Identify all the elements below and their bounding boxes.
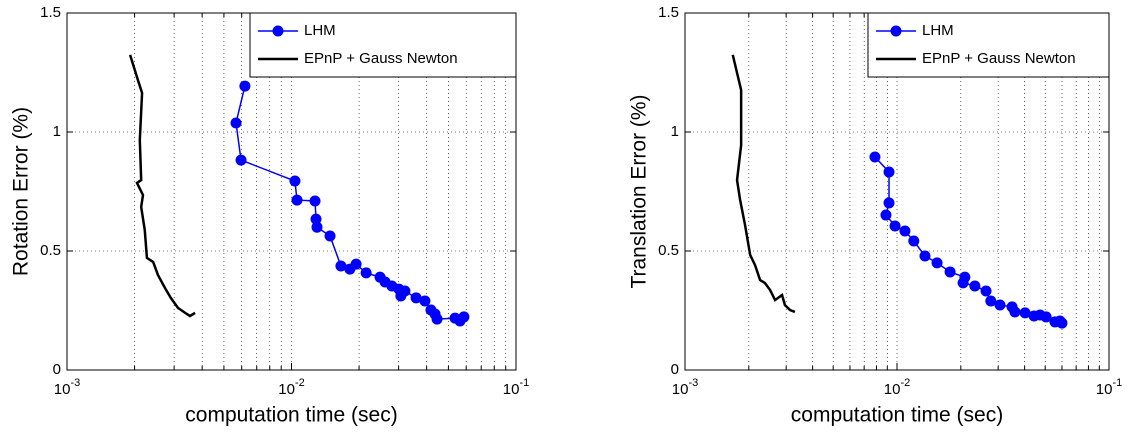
marker	[994, 299, 1006, 311]
marker	[957, 277, 969, 289]
marker	[458, 311, 470, 323]
marker	[931, 257, 943, 269]
series-line	[731, 54, 796, 314]
x-tick-label: 10-3	[54, 377, 80, 398]
marker	[908, 235, 920, 247]
marker	[419, 295, 431, 307]
y-tick-label: 0.5	[658, 242, 679, 259]
marker	[289, 175, 301, 187]
x-tick-label: 10-3	[672, 377, 698, 398]
x-tick-label: 10-1	[1096, 377, 1122, 398]
legend-label: LHM	[922, 22, 954, 39]
marker	[291, 194, 303, 206]
x-tick-label: 10-2	[884, 377, 910, 398]
marker	[310, 213, 322, 225]
legend-label: LHM	[304, 22, 336, 39]
marker	[410, 292, 422, 304]
series-line	[128, 54, 196, 318]
marker	[399, 285, 411, 297]
legend-label: EPnP + Gauss Newton	[922, 50, 1076, 67]
y-axis-label: Rotation Error (%)	[10, 107, 33, 276]
marker	[899, 225, 911, 237]
x-tick-label: 10-1	[503, 377, 529, 398]
marker	[350, 258, 362, 270]
legend-box	[867, 12, 1110, 78]
y-tick-label: 0.5	[40, 242, 61, 259]
marker	[1056, 317, 1068, 329]
plot: 0 0.5 1 1.5 10-3 10-2 10-1 computation time (se…	[10, 4, 530, 427]
y-tick-label: 1.5	[40, 4, 61, 21]
plot: 0 0.5 1 1.5 10-3 10-2 10-1 computation time (se…	[628, 4, 1123, 427]
marker	[969, 280, 981, 292]
marker	[235, 154, 247, 166]
y-tick-label: 0	[671, 361, 679, 378]
marker	[1040, 311, 1052, 323]
legend-label: EPnP + Gauss Newton	[304, 50, 458, 67]
marker	[230, 117, 242, 129]
y-tick-label: 1.5	[658, 4, 679, 21]
marker	[239, 80, 251, 92]
y-tick-label: 1	[53, 123, 61, 140]
x-axis-label: computation time (sec)	[185, 404, 397, 427]
legend-marker	[272, 25, 284, 37]
marker	[889, 220, 901, 232]
marker	[1009, 306, 1021, 318]
marker	[883, 197, 895, 209]
marker	[311, 221, 323, 233]
marker	[1019, 307, 1031, 319]
marker	[919, 250, 931, 262]
marker	[869, 151, 881, 163]
marker	[883, 166, 895, 178]
marker	[944, 266, 956, 278]
marker	[309, 195, 321, 207]
legend-box	[249, 12, 517, 78]
legend-marker	[890, 25, 902, 37]
marker	[880, 209, 892, 221]
marker	[980, 285, 992, 297]
x-tick-label: 10-2	[278, 377, 304, 398]
marker	[431, 313, 443, 325]
marker	[324, 230, 336, 242]
x-axis-label: computation time (sec)	[791, 404, 1003, 427]
y-tick-label: 0	[53, 361, 61, 378]
marker	[335, 260, 347, 272]
marker	[360, 267, 372, 279]
y-axis-label: Translation Error (%)	[628, 94, 651, 288]
marker	[985, 295, 997, 307]
y-tick-label: 1	[671, 123, 679, 140]
